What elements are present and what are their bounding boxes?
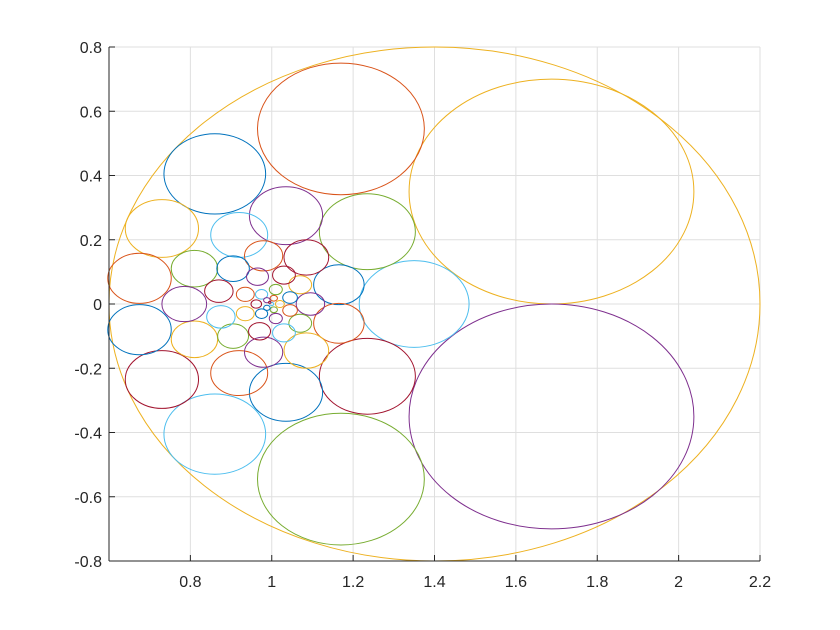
circle-mark-17: [210, 350, 269, 397]
circle-mark-43: [268, 312, 283, 325]
circle-mark-9: [163, 393, 267, 475]
circle-mark-8: [163, 133, 267, 215]
circle-mark-40: [282, 291, 298, 304]
y-tick-label: -0.2: [74, 361, 102, 378]
circle-mark-2: [408, 303, 695, 530]
y-tick-label: -0.4: [74, 426, 102, 443]
circle-mark-14: [107, 252, 172, 304]
circle-mark-19: [170, 320, 219, 359]
circle-mark-38: [235, 286, 255, 302]
circle-mark-1: [408, 78, 695, 305]
circle-mark-52: [269, 301, 275, 307]
y-tick-label: -0.8: [74, 554, 102, 571]
circle-mark-27: [216, 255, 250, 283]
y-tick-label: 0: [93, 297, 102, 314]
circle-mark-33: [288, 313, 313, 333]
circle-mark-22: [313, 302, 365, 344]
circle-mark-13: [124, 350, 200, 409]
circle-mark-30: [206, 305, 236, 329]
circle-mark-23: [283, 239, 330, 276]
circle-mark-32: [288, 275, 313, 295]
y-tick-label: 0.2: [80, 233, 102, 250]
circle-mark-48: [269, 294, 278, 302]
circle-mark-39: [235, 306, 255, 322]
circle-mark-3: [257, 62, 425, 196]
y-tick-label: 0.6: [80, 104, 102, 121]
y-axis-ticks: -0.8 -0.6 -0.4 -0.2 0 0.2 0.4 0.6 0.8: [74, 40, 115, 571]
circle-mark-28: [217, 323, 250, 349]
y-tick-label: 0.8: [80, 40, 102, 57]
circle-mark-21: [313, 264, 365, 306]
circle-mark-11: [248, 362, 324, 422]
circle-mark-6: [318, 193, 416, 271]
x-tick-label: 0.8: [179, 574, 201, 591]
circle-mark-49: [269, 306, 278, 314]
y-tick-label: 0.4: [80, 169, 102, 186]
x-tick-label: 1.8: [586, 574, 608, 591]
circle-mark-24: [283, 332, 330, 369]
circle-mark-12: [124, 199, 200, 258]
circle-mark-47: [274, 299, 285, 309]
y-tick-label: -0.6: [74, 490, 102, 507]
x-axis-ticks: 0.8 1 1.2 1.4 1.6 1.8 2 2.2: [179, 555, 771, 591]
circle-mark-36: [246, 267, 269, 286]
circle-mark-18: [170, 249, 219, 288]
circle-mark-15: [107, 304, 172, 356]
circle-mark-35: [272, 323, 296, 343]
circle-mark-37: [248, 322, 272, 341]
circle-mark-25: [243, 240, 284, 272]
x-tick-label: 2.2: [749, 574, 771, 591]
circle-mark-45: [254, 308, 269, 319]
x-tick-label: 1: [267, 574, 276, 591]
circle-mark-53: [267, 300, 272, 304]
x-tick-label: 1.6: [505, 574, 527, 591]
circle-mark-42: [268, 283, 283, 296]
circle-mark-10: [248, 186, 324, 246]
circle-mark-26: [243, 336, 284, 368]
circle-mark-41: [282, 304, 298, 317]
circle-mark-34: [272, 265, 296, 285]
circle-mark-44: [254, 289, 269, 300]
circle-mark-5: [358, 260, 470, 348]
circle-mark-29: [204, 279, 234, 303]
circle-mark-7: [318, 337, 416, 415]
circle-mark-4: [257, 412, 425, 546]
circle-mark-20: [161, 285, 208, 323]
x-tick-label: 2: [674, 574, 683, 591]
x-tick-label: 1.2: [342, 574, 364, 591]
circle-mark-46: [250, 299, 263, 309]
x-tick-label: 1.4: [423, 574, 445, 591]
circle-mark-51: [263, 304, 271, 311]
circle-mark-31: [295, 292, 326, 316]
circle-mark-50: [263, 297, 271, 304]
circle-mark-16: [210, 211, 269, 258]
